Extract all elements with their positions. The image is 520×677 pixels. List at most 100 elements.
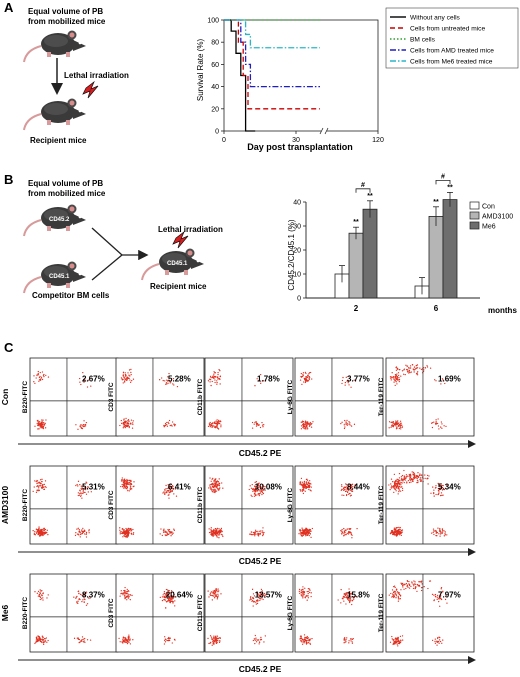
event-dot xyxy=(209,642,211,644)
event-dot xyxy=(125,536,127,538)
event-dot xyxy=(432,486,434,488)
event-dot xyxy=(397,482,399,484)
event-dot xyxy=(412,587,415,589)
event-dot xyxy=(439,494,442,497)
event-dot xyxy=(87,491,89,493)
event-dot xyxy=(33,381,35,383)
event-dot xyxy=(34,425,36,427)
event-dot xyxy=(37,374,40,376)
quadrant-percentage: 8.37% xyxy=(82,590,105,599)
event-dot xyxy=(44,640,46,642)
event-dot xyxy=(83,598,85,600)
event-dot xyxy=(42,428,45,430)
event-dot xyxy=(397,638,399,640)
event-dot xyxy=(40,378,42,380)
event-dot xyxy=(408,372,410,374)
event-dot xyxy=(33,532,35,534)
event-dot xyxy=(124,372,126,374)
event-dot xyxy=(437,482,439,485)
event-dot xyxy=(260,594,262,596)
event-dot xyxy=(306,528,308,530)
event-dot xyxy=(120,593,122,595)
event-dot xyxy=(308,372,311,374)
event-dot xyxy=(400,640,402,642)
event-dot xyxy=(390,426,392,428)
event-dot xyxy=(216,383,218,385)
event-dot xyxy=(219,529,221,531)
event-dot xyxy=(212,637,215,639)
event-dot xyxy=(212,638,214,640)
event-dot xyxy=(168,484,170,486)
event-dot xyxy=(400,422,402,424)
event-dot xyxy=(355,595,357,598)
event-dot xyxy=(80,485,82,487)
event-dot xyxy=(308,425,311,427)
event-dot xyxy=(215,595,218,597)
event-dot xyxy=(85,604,88,606)
event-dot xyxy=(125,374,127,376)
event-dot xyxy=(353,423,356,425)
event-dot xyxy=(390,379,392,381)
event-dot xyxy=(432,528,435,530)
event-dot xyxy=(305,643,308,645)
event-dot xyxy=(254,487,257,489)
event-dot xyxy=(208,423,211,425)
event-dot xyxy=(83,638,85,640)
event-dot xyxy=(40,529,42,531)
event-dot xyxy=(168,497,170,499)
event-dot xyxy=(162,492,164,494)
event-dot xyxy=(437,601,440,603)
event-dot xyxy=(307,375,309,377)
event-dot xyxy=(217,373,219,376)
event-dot xyxy=(251,597,254,599)
cytometry-plot: 10.08%CD11b FITC xyxy=(197,465,294,545)
event-dot xyxy=(349,424,351,426)
survival-series-line xyxy=(224,19,256,132)
event-dot xyxy=(164,607,167,609)
event-dot xyxy=(214,637,216,639)
event-dot xyxy=(38,376,41,379)
event-dot xyxy=(254,529,257,531)
event-dot xyxy=(171,421,174,423)
panel-c-letter: C xyxy=(4,340,14,355)
event-dot xyxy=(214,641,216,643)
event-dot xyxy=(346,419,348,422)
cytometry-plot: 20.64%CD3 FITC xyxy=(108,573,205,653)
event-dot xyxy=(257,593,259,595)
event-dot xyxy=(446,484,448,486)
event-dot xyxy=(214,478,216,480)
event-dot xyxy=(217,372,219,374)
event-dot xyxy=(122,593,124,595)
event-dot xyxy=(301,639,304,641)
event-dot xyxy=(397,529,400,531)
event-dot xyxy=(77,492,80,494)
event-dot xyxy=(38,428,40,430)
event-dot xyxy=(436,422,439,425)
event-dot xyxy=(132,533,135,535)
event-dot xyxy=(404,479,407,481)
event-dot xyxy=(415,372,418,375)
event-dot xyxy=(162,379,164,382)
event-dot xyxy=(173,425,176,427)
event-dot xyxy=(46,531,48,534)
event-dot xyxy=(218,420,220,422)
event-dot xyxy=(210,423,213,425)
event-dot xyxy=(436,596,438,598)
event-dot xyxy=(438,642,440,644)
event-dot xyxy=(354,484,357,486)
event-dot xyxy=(42,592,44,595)
event-dot xyxy=(215,485,217,487)
event-dot xyxy=(394,590,396,593)
event-dot xyxy=(390,376,393,378)
event-dot xyxy=(171,490,173,493)
event-dot xyxy=(40,427,42,429)
event-dot xyxy=(302,595,304,597)
event-dot xyxy=(300,589,303,591)
event-dot xyxy=(42,424,44,426)
event-dot xyxy=(216,597,219,599)
event-dot xyxy=(395,366,398,368)
event-dot xyxy=(167,637,169,640)
event-dot xyxy=(302,483,304,485)
event-dot xyxy=(168,494,170,496)
